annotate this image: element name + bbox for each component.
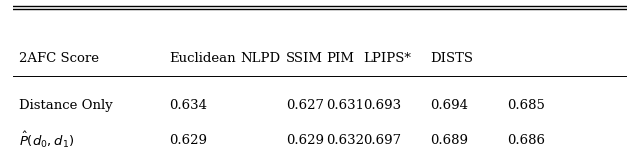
- Text: 0.697: 0.697: [363, 134, 401, 147]
- Text: NLPD: NLPD: [240, 52, 280, 65]
- Text: 0.627: 0.627: [286, 99, 324, 112]
- Text: 0.632: 0.632: [326, 134, 364, 147]
- Text: 0.634: 0.634: [170, 99, 207, 112]
- Text: 0.629: 0.629: [170, 134, 207, 147]
- Text: Distance Only: Distance Only: [19, 99, 113, 112]
- Text: LPIPS*: LPIPS*: [363, 52, 411, 65]
- Text: PIM: PIM: [326, 52, 354, 65]
- Text: Euclidean: Euclidean: [170, 52, 236, 65]
- Text: DISTS: DISTS: [431, 52, 474, 65]
- Text: 0.685: 0.685: [508, 99, 545, 112]
- Text: 0.629: 0.629: [286, 134, 324, 147]
- Text: 0.689: 0.689: [431, 134, 468, 147]
- Text: SSIM: SSIM: [286, 52, 323, 65]
- Text: 0.693: 0.693: [363, 99, 401, 112]
- Text: 0.694: 0.694: [431, 99, 468, 112]
- Text: 2AFC Score: 2AFC Score: [19, 52, 99, 65]
- Text: 0.631: 0.631: [326, 99, 364, 112]
- Text: $\hat{P}(d_0,d_1)$: $\hat{P}(d_0,d_1)$: [19, 130, 74, 150]
- Text: 0.686: 0.686: [508, 134, 545, 147]
